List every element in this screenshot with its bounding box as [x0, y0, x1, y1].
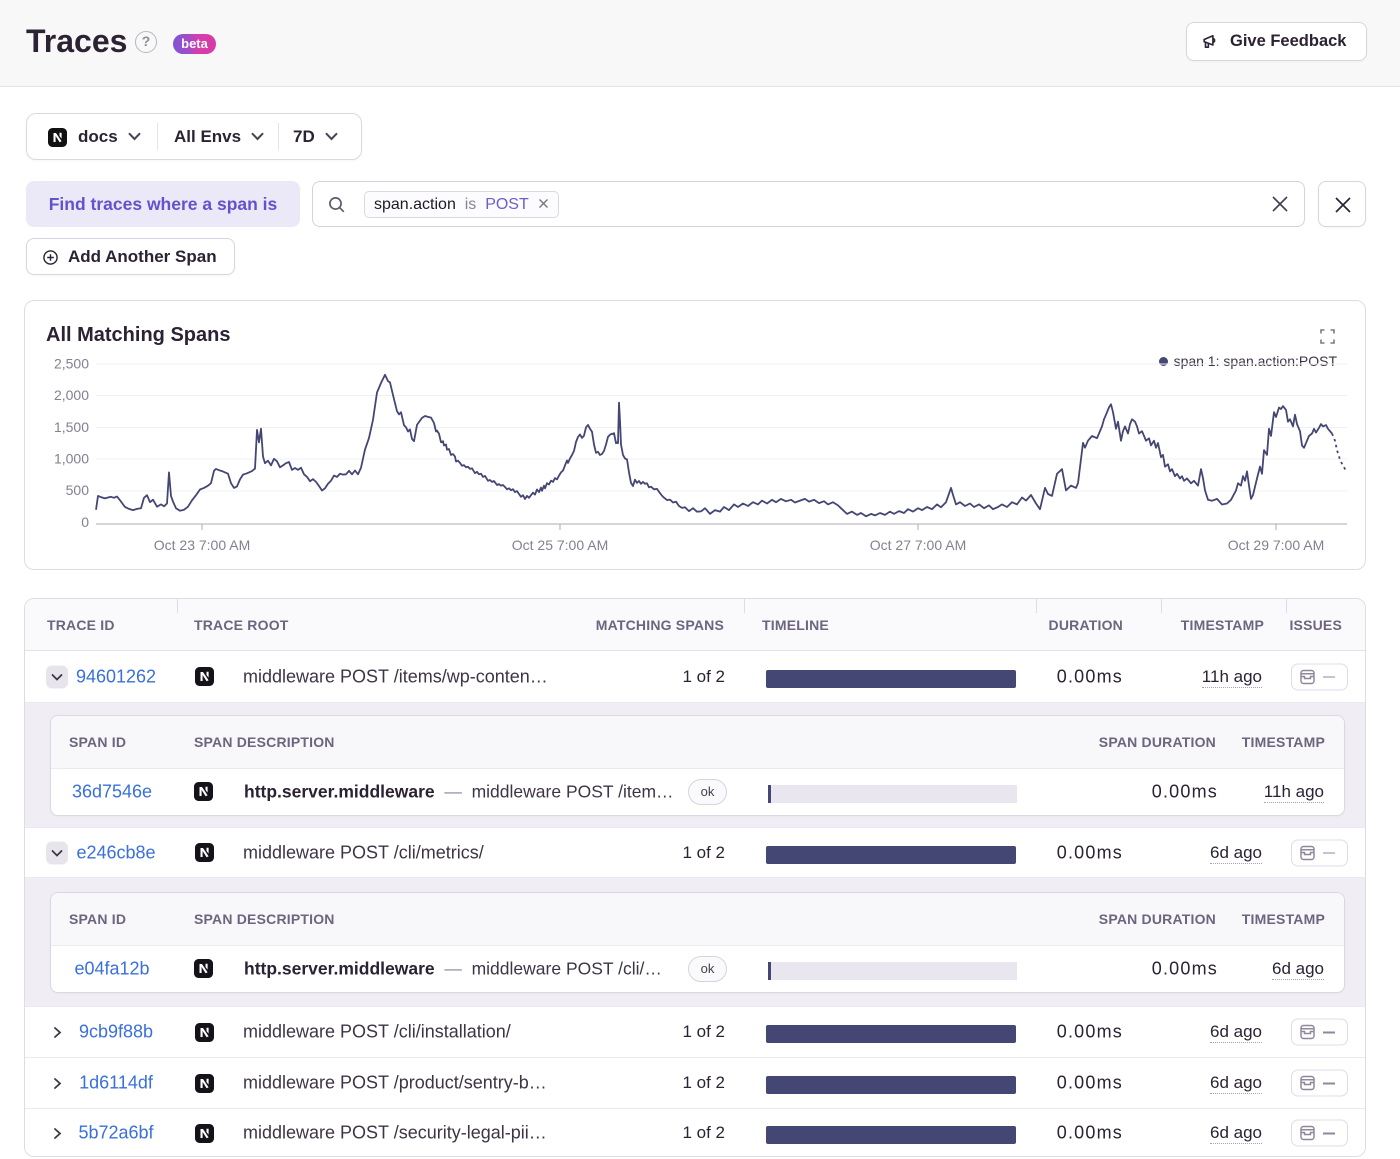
- svg-text:0: 0: [81, 514, 89, 530]
- svg-text:2,500: 2,500: [54, 356, 89, 372]
- svg-text:1,500: 1,500: [54, 419, 89, 435]
- svg-text:Oct 27 7:00 AM: Oct 27 7:00 AM: [870, 537, 967, 553]
- svg-text:500: 500: [66, 482, 90, 498]
- svg-text:Oct 29 7:00 AM: Oct 29 7:00 AM: [1228, 537, 1325, 553]
- svg-text:2,000: 2,000: [54, 387, 89, 403]
- svg-text:Oct 25 7:00 AM: Oct 25 7:00 AM: [512, 537, 609, 553]
- svg-text:1,000: 1,000: [54, 451, 89, 467]
- svg-text:Oct 23 7:00 AM: Oct 23 7:00 AM: [154, 537, 251, 553]
